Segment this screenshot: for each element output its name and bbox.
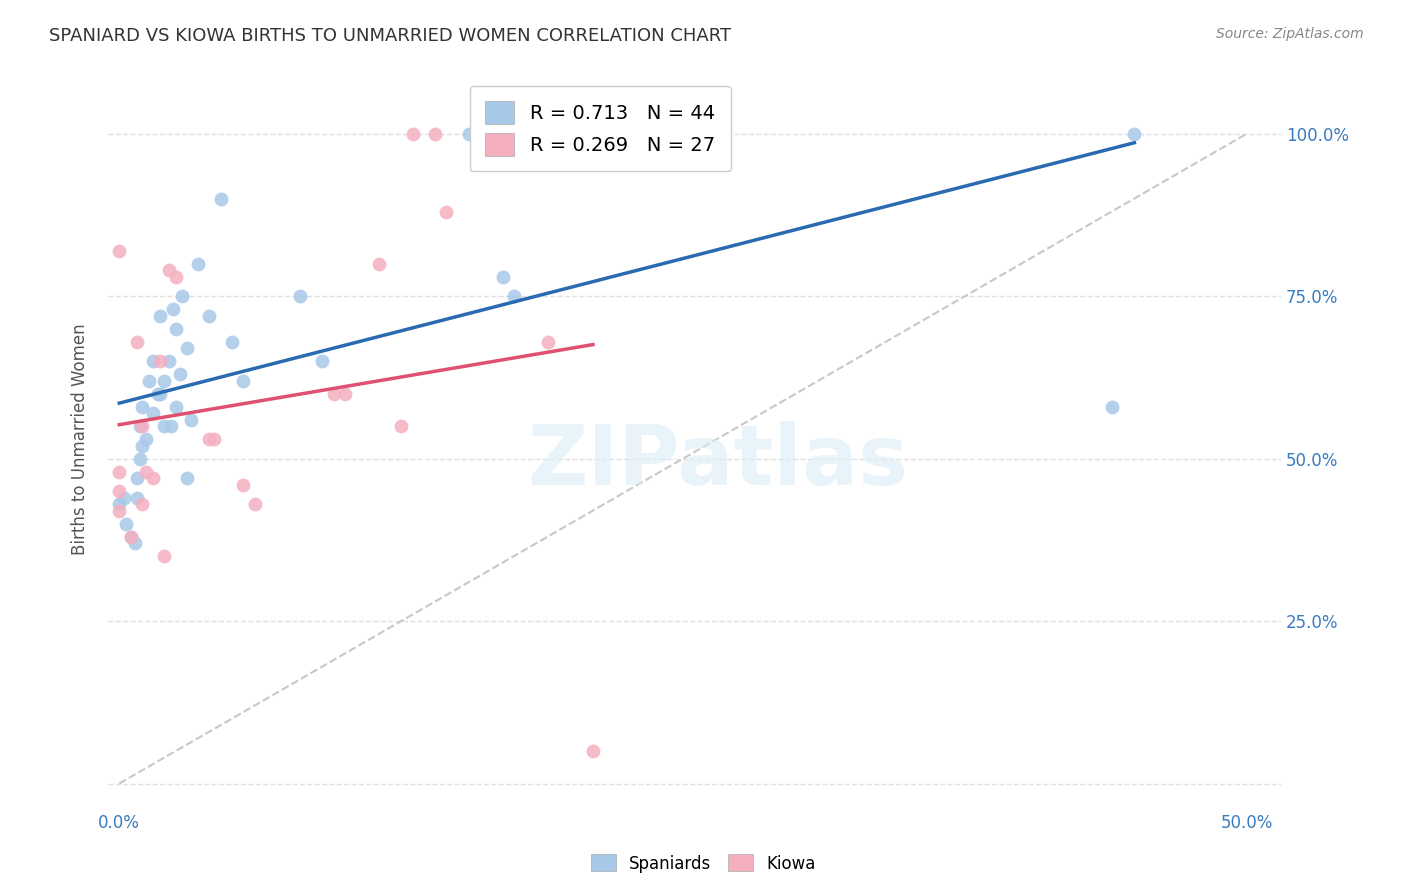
Point	[232, 374, 254, 388]
Point	[1101, 400, 1123, 414]
Point	[153, 549, 176, 563]
Point	[108, 465, 131, 479]
Point	[128, 451, 150, 466]
Point	[492, 269, 515, 284]
Point	[131, 400, 153, 414]
Point	[187, 256, 209, 270]
Point	[176, 341, 198, 355]
Point	[503, 289, 526, 303]
Point	[131, 497, 153, 511]
Legend: Spaniards, Kiowa: Spaniards, Kiowa	[583, 847, 823, 880]
Text: SPANIARD VS KIOWA BIRTHS TO UNMARRIED WOMEN CORRELATION CHART: SPANIARD VS KIOWA BIRTHS TO UNMARRIED WO…	[49, 27, 731, 45]
Point	[288, 289, 311, 303]
Point	[149, 309, 172, 323]
Point	[582, 744, 605, 758]
Legend: R = 0.713   N = 44, R = 0.269   N = 27: R = 0.713 N = 44, R = 0.269 N = 27	[470, 86, 731, 171]
Point	[160, 419, 183, 434]
Point	[120, 529, 142, 543]
Point	[481, 127, 503, 141]
Point	[172, 289, 194, 303]
Point	[333, 386, 356, 401]
Point	[165, 269, 187, 284]
Point	[124, 536, 146, 550]
Point	[153, 374, 176, 388]
Point	[112, 491, 135, 505]
Point	[198, 432, 221, 446]
Point	[149, 386, 172, 401]
Point	[108, 503, 131, 517]
Point	[198, 309, 221, 323]
Point	[142, 354, 165, 368]
Point	[322, 386, 344, 401]
Y-axis label: Births to Unmarried Women: Births to Unmarried Women	[72, 323, 89, 555]
Point	[157, 263, 180, 277]
Point	[131, 419, 153, 434]
Point	[1123, 127, 1146, 141]
Point	[165, 321, 187, 335]
Point	[470, 127, 492, 141]
Point	[537, 334, 560, 349]
Point	[138, 374, 160, 388]
Point	[157, 354, 180, 368]
Point	[153, 419, 176, 434]
Point	[149, 354, 172, 368]
Point	[401, 127, 423, 141]
Point	[180, 412, 202, 426]
Point	[108, 483, 131, 498]
Point	[108, 244, 131, 258]
Point	[142, 471, 165, 485]
Point	[311, 354, 333, 368]
Point	[115, 516, 138, 531]
Point	[128, 419, 150, 434]
Point	[165, 400, 187, 414]
Point	[127, 491, 149, 505]
Point	[135, 432, 157, 446]
Point	[209, 192, 232, 206]
Point	[108, 497, 131, 511]
Point	[221, 334, 243, 349]
Point	[176, 471, 198, 485]
Point	[389, 419, 412, 434]
Point	[131, 438, 153, 452]
Point	[142, 406, 165, 420]
Point	[127, 471, 149, 485]
Point	[135, 465, 157, 479]
Point	[458, 127, 481, 141]
Point	[162, 301, 184, 316]
Text: ZIPatlas: ZIPatlas	[527, 421, 908, 502]
Point	[232, 477, 254, 491]
Point	[169, 367, 191, 381]
Point	[120, 529, 142, 543]
Point	[202, 432, 225, 446]
Point	[434, 204, 457, 219]
Point	[146, 386, 169, 401]
Text: Source: ZipAtlas.com: Source: ZipAtlas.com	[1216, 27, 1364, 41]
Point	[243, 497, 266, 511]
Point	[127, 334, 149, 349]
Point	[367, 256, 389, 270]
Point	[423, 127, 446, 141]
